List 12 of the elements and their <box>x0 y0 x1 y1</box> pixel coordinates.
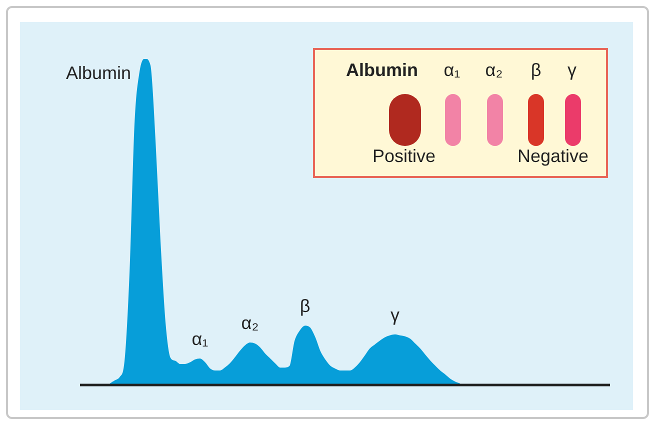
annotation: Albumin <box>346 60 418 81</box>
annotation: α₂ <box>241 313 259 334</box>
annotation: β <box>300 296 310 316</box>
text: Negative <box>517 146 589 167</box>
annotation: α₁ <box>192 328 208 349</box>
annotation: Albumin <box>66 62 131 83</box>
text: γ <box>568 60 576 81</box>
annotation: γ <box>390 304 400 325</box>
annotation: Positive <box>372 146 436 167</box>
text: β <box>530 60 542 81</box>
text: α₂ <box>485 60 503 81</box>
annotation: α₁ <box>444 60 460 81</box>
